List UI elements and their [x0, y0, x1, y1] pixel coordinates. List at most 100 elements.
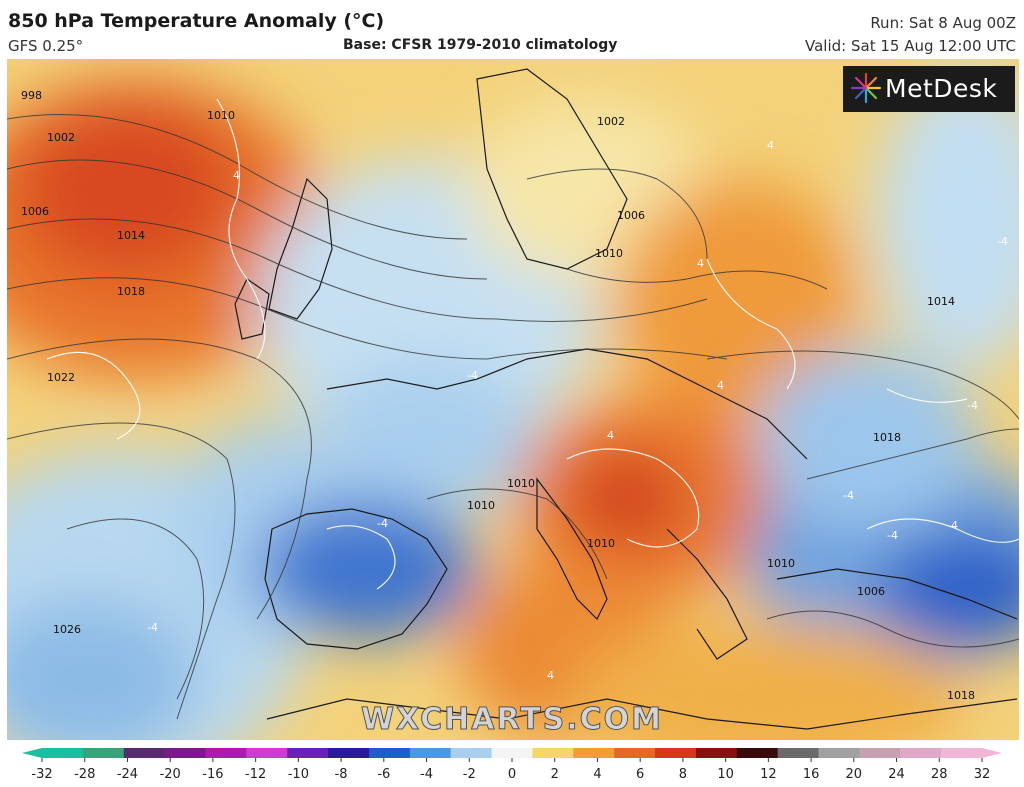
colorbar-tick-label: -8 [335, 767, 348, 782]
colorbar-swatch [287, 748, 329, 758]
colorbar-tick-label: 2 [551, 767, 559, 782]
burst-icon [850, 72, 882, 104]
colorbar-ticks: -32 -28 -24 -20 -16 -12 -10 -8 -6 -4 -2 0 2 4 6 8 10 12 16… [31, 758, 990, 782]
isobar-label: 1006 [21, 205, 49, 218]
colorbar-tick-label: -32 [31, 767, 52, 782]
anomaly-label: 4 [547, 669, 554, 682]
colorbar-swatch [859, 748, 901, 758]
isobar-label: 1014 [927, 295, 955, 308]
isobar-label: 1010 [595, 247, 623, 260]
anomaly-map-svg: 998 1002 1006 1010 1014 1018 1022 1026 1… [7, 59, 1019, 740]
isobar-label: 1018 [117, 285, 145, 298]
colorbar-swatch [614, 748, 656, 758]
colorbar-swatch [573, 748, 615, 758]
anomaly-label: -4 [997, 235, 1008, 248]
anomaly-label-group: 4 4 4 4 4 4 -4 -4 -4 -4 -4 -4 -4 -4 [147, 139, 1008, 682]
anomaly-label: -4 [947, 519, 958, 532]
anomaly-field [7, 69, 1019, 740]
colorbar-tick-label: -2 [463, 767, 476, 782]
colorbar-swatch [818, 748, 860, 758]
isobar-label-group: 998 1002 1006 1010 1014 1018 1022 1026 1… [21, 89, 975, 702]
colorbar-swatch [695, 748, 738, 758]
watermark: WXCHARTS.COM [360, 702, 664, 738]
colorbar-tick-label: 32 [974, 767, 991, 782]
coastlines [234, 68, 1018, 730]
colorbar-swatch [941, 748, 983, 758]
isobar-label: 1002 [47, 131, 75, 144]
colorbar-tick-label: 8 [679, 767, 687, 782]
colorbar-tick-label: -28 [74, 767, 95, 782]
colorbar-tick-label: -10 [288, 767, 309, 782]
colorbar-tick-label: 4 [593, 767, 601, 782]
colorbar-tick-label: -6 [377, 767, 390, 782]
colorbar-tick-label: -16 [202, 767, 223, 782]
isobar-label: 1002 [597, 115, 625, 128]
anomaly-label: 4 [697, 257, 704, 270]
isobar-label: 1010 [507, 477, 535, 490]
isobar-label: 998 [21, 89, 42, 102]
anomaly-label: 4 [607, 429, 614, 442]
run-time-label: Run: Sat 8 Aug 00Z [870, 14, 1016, 32]
colorbar-swatch [42, 748, 84, 758]
colorbar-tick-label: 6 [636, 767, 644, 782]
isobar-label: 1026 [53, 623, 81, 636]
weather-map[interactable]: 998 1002 1006 1010 1014 1018 1022 1026 1… [7, 59, 1019, 740]
valid-time-label: Valid: Sat 15 Aug 12:00 UTC [805, 37, 1016, 55]
colorbar-tick-label: 20 [846, 767, 863, 782]
anomaly-label: 4 [233, 169, 240, 182]
anomaly-label: -4 [843, 489, 854, 502]
model-label: GFS 0.25° [8, 37, 84, 55]
isobar-label: 1014 [117, 229, 145, 242]
colorbar-swatch [205, 748, 247, 758]
colorbar-tick-label: -4 [420, 767, 433, 782]
colorbar-tick-label: -12 [245, 767, 266, 782]
colorbar-swatch [328, 748, 370, 758]
colorbar-swatch [164, 748, 206, 758]
isobar-label: 1022 [47, 371, 75, 384]
colorbar-swatches [22, 748, 1002, 758]
colorbar-tick-label: -20 [160, 767, 181, 782]
metdesk-logo: MetDesk [843, 66, 1015, 112]
logo-text: MetDesk [885, 74, 998, 103]
anomaly-label: -4 [377, 517, 388, 530]
anomaly-contours [46, 98, 1019, 590]
colorbar-right-arrow [982, 748, 1002, 758]
isobar-label: 1010 [467, 499, 495, 512]
colorbar-tick-label: 10 [717, 767, 734, 782]
isobar-label: 1010 [207, 109, 235, 122]
colorbar-tick-label: 12 [760, 767, 777, 782]
colorbar-swatch [246, 748, 288, 758]
colorbar-swatch [777, 748, 820, 758]
colorbar-tick-label: 0 [508, 767, 516, 782]
colorbar-tick-label: 16 [803, 767, 820, 782]
anomaly-label: -4 [147, 621, 158, 634]
colorbar-swatch [450, 748, 493, 758]
colorbar-tick-label: 28 [931, 767, 948, 782]
colorbar-swatch [655, 748, 697, 758]
anomaly-label: -4 [887, 529, 898, 542]
anomaly-label: 4 [767, 139, 774, 152]
isobar-lines [7, 114, 1019, 720]
isobar-label: 1018 [873, 431, 901, 444]
anomaly-label: 4 [717, 379, 724, 392]
colorbar-swatch [409, 748, 452, 758]
anomaly-label: -4 [967, 399, 978, 412]
colorbar-swatch [368, 748, 411, 758]
colorbar-swatch [82, 748, 125, 758]
colorbar-left-arrow [22, 748, 42, 758]
colorbar-swatch [532, 748, 574, 758]
colorbar-swatch [736, 748, 779, 758]
colorbar: -32 -28 -24 -20 -16 -12 -10 -8 -6 -4 -2 0 2 4 6 8 10 12 16… [22, 748, 1002, 782]
isobar-label: 1018 [947, 689, 975, 702]
isobar-label: 1010 [767, 557, 795, 570]
climatology-base-label: Base: CFSR 1979-2010 climatology [343, 37, 618, 53]
isobar-label: 1006 [857, 585, 885, 598]
colorbar-swatch [900, 748, 942, 758]
anomaly-label: -4 [467, 369, 478, 382]
isobar-label: 1006 [617, 209, 645, 222]
colorbar-tick-label: 24 [888, 767, 905, 782]
chart-header: 850 hPa Temperature Anomaly (°C) GFS 0.2… [0, 0, 1024, 60]
isobar-label: 1010 [587, 537, 615, 550]
map-title: 850 hPa Temperature Anomaly (°C) [8, 10, 385, 32]
colorbar-tick-label: -24 [117, 767, 138, 782]
